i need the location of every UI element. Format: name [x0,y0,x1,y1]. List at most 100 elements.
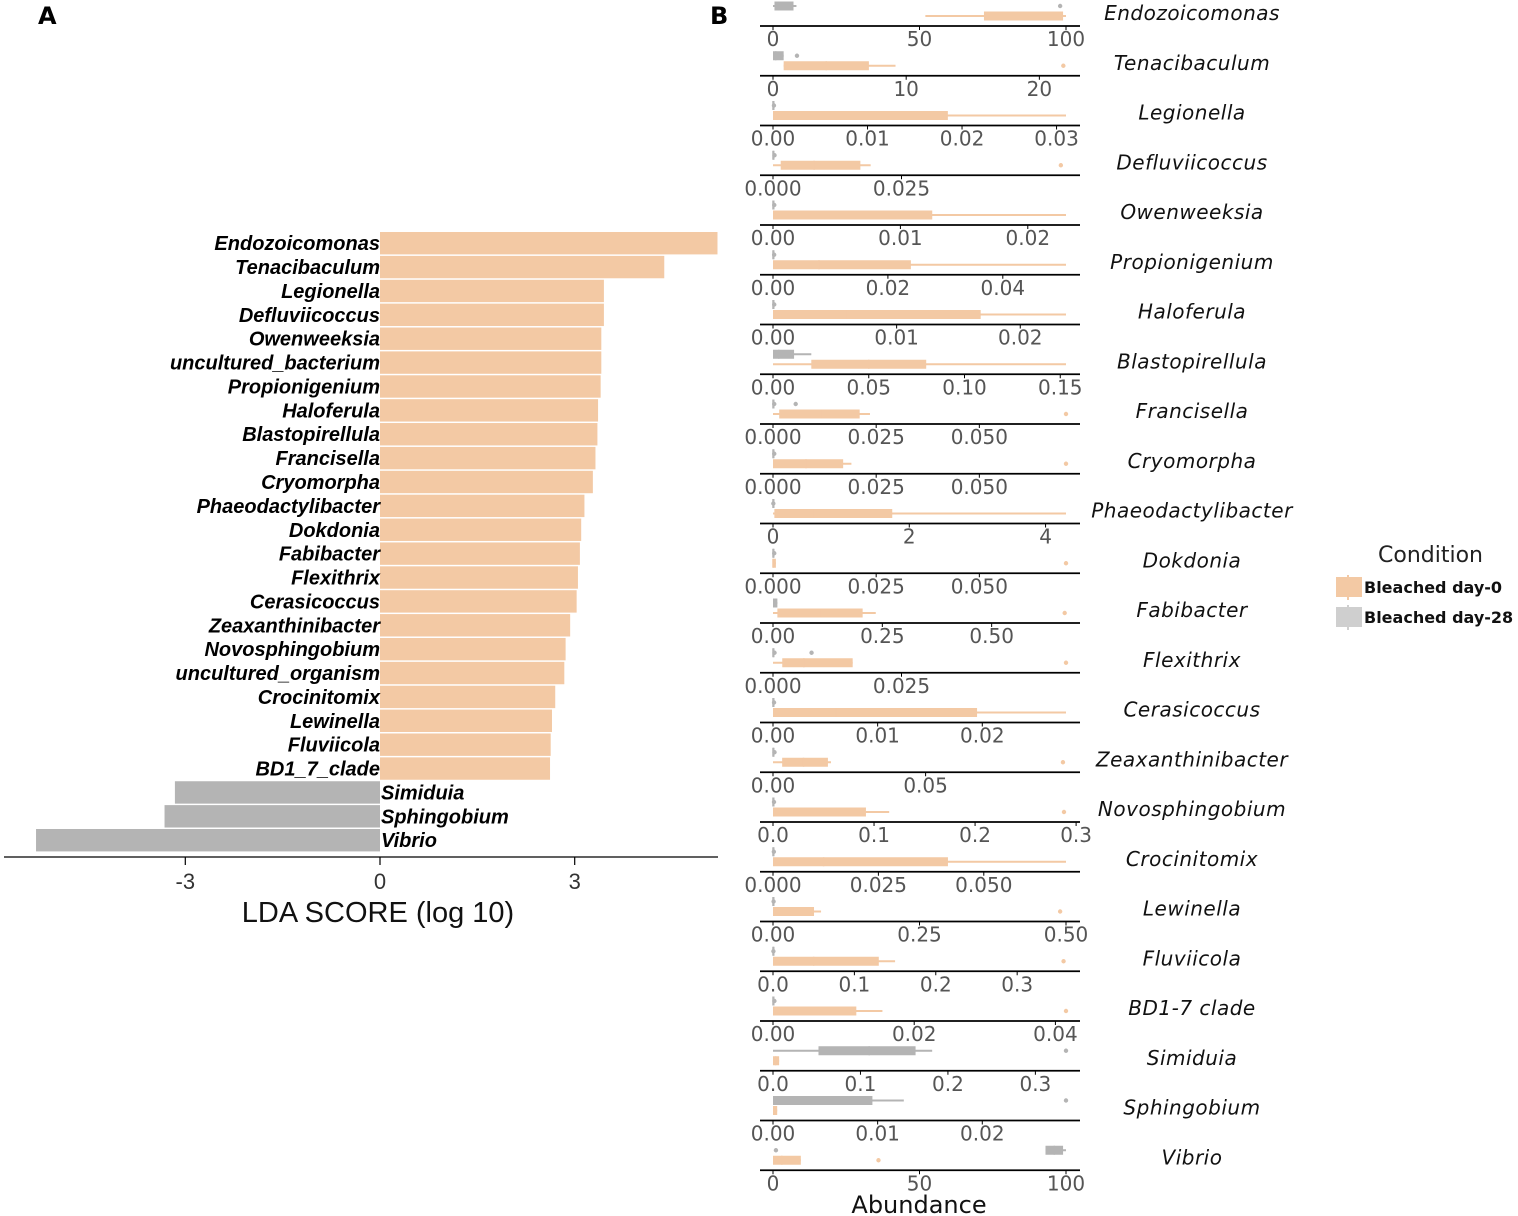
lda-label-bd1-7-clade: BD1_7_clade [255,759,380,781]
abundance-tick-label: 0.00 [751,326,796,350]
box-day28-outlier-point [809,650,814,655]
lda-bar-uncultured-bacterium [380,351,602,374]
box-day0-outlier-point [1057,909,1063,914]
lda-bar-defluviicoccus [380,303,604,327]
abundance-tick-label: 0.000 [744,873,801,897]
lda-label-uncultured-bacterium: uncultured_bacterium [170,353,380,375]
box-day28-outlier-point [772,401,777,407]
genus-title-owenweeksia: Owenweeksia [1120,200,1263,224]
lda-label-phaeodactylibacter: Phaeodactylibacter [197,496,382,518]
lda-bar-bd1-7-clade [380,757,551,780]
lda-bar-simiduia [174,781,380,804]
box-day0-box [773,956,879,966]
abundance-tick-label: 0.0 [757,823,789,847]
abundance-tick-label: 0.025 [850,873,907,897]
box-day0-box [773,1155,801,1165]
legend-key-day28 [1336,607,1362,627]
abundance-tick-label: 0.50 [1044,923,1089,947]
lda-label-cryomorpha: Cryomorpha [261,472,380,494]
abundance-tick-label: 0.00 [751,1122,796,1146]
genus-title-francisella: Francisella [1136,399,1249,423]
box-day0-outlier-point [1063,660,1069,665]
box-day0-outlier-point [1063,461,1069,466]
lda-label-defluviicoccus: Defluviicoccus [239,305,380,327]
abundance-panel-blastopirellula: Blastopirellula 0.00 0.05 0.10 0.15 [751,349,1267,399]
lda-label-zeaxanthinibacter: Zeaxanthinibacter [208,615,381,637]
lda-bar-haloferula [380,399,599,422]
legend-entry-bleached-day-0: Bleached day-0 [1336,575,1502,600]
box-day0-box [773,708,978,717]
box-day28-outlier-point [772,202,777,208]
abundance-tick-label: 0 [767,525,780,549]
box-day28-outlier-point [772,650,777,655]
box-day28-box [773,51,784,61]
abundance-panel-vibrio: Vibrio 0 50 100 [760,1145,1222,1195]
abundance-tick-label: 0.00 [751,226,796,250]
abundance-tick-label: 0.25 [860,624,905,648]
genus-title-vibrio: Vibrio [1162,1145,1223,1169]
box-day28-box [773,349,795,359]
abundance-tick-label: 0.00 [751,624,796,648]
abundance-tick-label: 0.02 [940,127,985,151]
abundance-tick-label: 0.04 [1033,1022,1078,1046]
abundance-tick-label: 0.01 [855,1122,900,1146]
abundance-tick-label: 0.05 [846,375,891,399]
box-day28-outlier-point [771,103,777,108]
box-day0-box [773,558,776,568]
abundance-panel-flexithrix: Flexithrix 0.000 0.025 [744,648,1240,698]
abundance-panel-tenacibaculum: Tenacibaculum 0 10 20 [760,51,1270,101]
abundance-tick-label: 0.03 [1034,127,1079,151]
box-day28-outlier-point [771,501,776,506]
abundance-tick-label: 0.1 [845,1072,877,1096]
panel-a-label: A [38,2,57,30]
abundance-tick-label: 0.025 [873,674,930,698]
lda-bar-propionigenium [380,375,601,398]
box-day28-box [774,1,794,11]
box-day28-outlier-point [773,1148,779,1153]
abundance-tick-label: 2 [903,525,916,549]
lda-label-haloferula: Haloferula [282,400,380,422]
abundance-tick-label: 0.25 [897,923,942,947]
lda-bar-novosphingobium [380,637,566,661]
genus-title-tenacibaculum: Tenacibaculum [1114,51,1270,75]
abundance-tick-label: 0.04 [981,276,1026,300]
abundance-panel-cerasicoccus: Cerasicoccus 0.00 0.01 0.02 [751,698,1260,748]
abundance-tick-label: 0.00 [751,1022,796,1046]
box-day28-outlier-point [772,153,777,158]
abundance-tick-label: 0.3 [1060,823,1092,847]
box-day28-outlier-point [772,551,777,556]
legend-label-day28: Bleached day-28 [1364,608,1513,627]
abundance-panel-francisella: Francisella 0.000 0.025 0.050 [744,399,1248,449]
box-day28-outlier-point [793,401,798,407]
abundance-tick-label: 0.01 [874,326,919,350]
abundance-panel-cryomorpha: Cryomorpha 0.000 0.025 0.050 [744,449,1256,499]
abundance-tick-label: 0.50 [969,624,1014,648]
box-day0-outlier-point [1063,561,1069,566]
genus-title-blastopirellula: Blastopirellula [1117,349,1267,373]
lda-bar-dokdonia [380,518,582,541]
abundance-tick-label: 0.02 [998,326,1043,350]
genus-title-legionella: Legionella [1138,101,1245,125]
abundance-x-axis-title: Abundance [851,1191,986,1216]
lda-bar-fabibacter [380,542,580,565]
box-day0-box [780,160,861,170]
abundance-tick-label: 0.00 [751,276,796,300]
lda-label-owenweeksia: Owenweeksia [249,329,380,351]
lda-x-tick-label: 3 [569,869,581,894]
abundance-tick-label: 0.000 [744,475,801,499]
lda-bar-fluviicola [380,733,551,756]
abundance-tick-label: 0.050 [951,574,1008,598]
box-day0-outlier-point [1060,760,1066,765]
box-day28-outlier-point [772,998,777,1004]
abundance-tick-label: 0.050 [951,425,1008,449]
abundance-panel-novosphingobium: Novosphingobium 0.0 0.1 0.2 0.3 [757,797,1285,847]
abundance-tick-label: 0.02 [1006,226,1051,250]
lda-bar-blastopirellula [380,423,598,446]
box-day0-box [773,1106,778,1115]
abundance-tick-label: 0.00 [751,773,796,797]
panel-b-label: B [710,2,728,30]
abundance-tick-label: 0.2 [932,1072,964,1096]
abundance-tick-label: 50 [907,27,932,51]
box-day0-outlier-point [1058,163,1064,168]
abundance-tick-label: 0.050 [955,873,1012,897]
